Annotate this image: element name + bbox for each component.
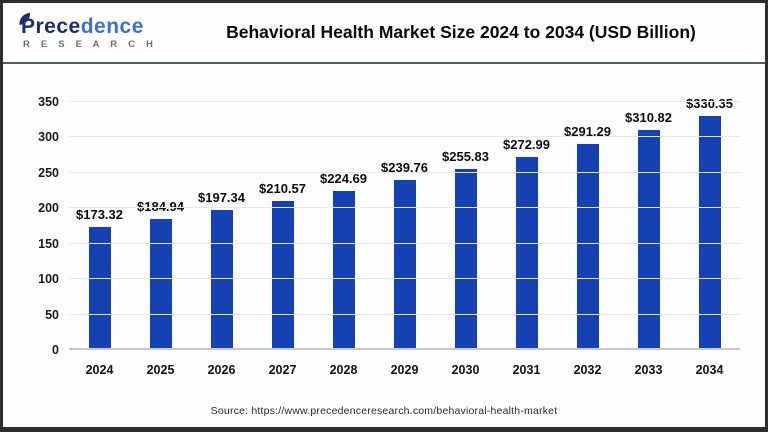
bar-2030 [454, 168, 477, 350]
y-tick-label: 350 [38, 95, 59, 109]
x-axis-line [69, 348, 740, 350]
y-tick-label: 0 [52, 343, 59, 357]
bar-value-label: $310.82 [625, 109, 672, 125]
bar-2028 [332, 190, 355, 350]
logo-text-prece: Prece [21, 14, 81, 38]
bar-value-label: $330.35 [686, 95, 733, 111]
y-tick-label: 50 [45, 307, 59, 322]
y-tick-label: 200 [38, 201, 59, 216]
x-tick-label: 2032 [573, 363, 602, 377]
bar-value-label: $272.99 [503, 136, 550, 152]
header: Precedence R E S E A R C H Behavioral He… [3, 3, 765, 62]
bar-column-2024: $173.32 [69, 64, 130, 350]
bar-value-label: $291.29 [564, 123, 611, 139]
gridline [69, 171, 740, 173]
source-text: Source: https://www.precedenceresearch.c… [210, 405, 558, 417]
bar-2034 [698, 115, 721, 350]
bar-column-2028: $224.69 [313, 64, 374, 350]
x-tick-label: 2026 [207, 363, 236, 377]
x-tick-label: 2031 [512, 363, 541, 377]
precedence-research-logo: Precedence R E S E A R C H [3, 12, 171, 50]
y-tick-label: 300 [38, 130, 59, 145]
plot-area: $173.32 $184.94 $197.34 $210.57 $224.69 $239.… [38, 95, 740, 377]
bar-2027 [271, 200, 294, 350]
bar-column-2033: $310.82 [618, 64, 679, 350]
bar-2025 [149, 218, 172, 350]
bar-column-2034: $330.35 [679, 64, 740, 350]
x-axis-labels: 2024 2025 2026 2027 2028 2029 2030 2031 2032 2033… [69, 363, 740, 377]
bar-2033 [637, 129, 660, 350]
logo-research-label: R E S E A R C H [23, 38, 158, 50]
x-tick-label: 2025 [146, 363, 175, 377]
x-tick-label: 2034 [695, 363, 724, 377]
bar-2031 [515, 156, 538, 350]
x-tick-label: 2033 [634, 363, 663, 377]
y-tick-label: 100 [38, 272, 59, 287]
x-tick-label: 2029 [390, 363, 419, 377]
logo-wordmark: Precedence [19, 12, 171, 38]
bar-value-label: $210.57 [259, 180, 306, 196]
bar-column-2026: $197.34 [191, 64, 252, 350]
bar-column-2032: $291.29 [557, 64, 618, 350]
bar-2024 [88, 227, 111, 350]
x-tick-label: 2024 [85, 363, 114, 377]
bar-column-2025: $184.94 [130, 64, 191, 350]
bar-2029 [393, 180, 416, 350]
bar-value-label: $239.76 [381, 160, 428, 176]
logo-text-dence: dence [80, 14, 144, 38]
bar-column-2030: $255.83 [435, 64, 496, 350]
bar-2032 [576, 143, 599, 350]
bar-value-label: $184.94 [137, 198, 184, 214]
gridline [69, 136, 740, 138]
bar-value-label: $255.83 [442, 148, 489, 164]
x-tick-label: 2028 [329, 363, 358, 377]
bar-value-label: $197.34 [198, 190, 245, 206]
gridline [69, 101, 740, 102]
chart-area: $173.32 $184.94 $197.34 $210.57 $224.69 $239.… [3, 64, 765, 387]
footer: Source: https://www.precedenceresearch.c… [3, 401, 765, 419]
gridline [69, 278, 740, 280]
gridline [69, 313, 740, 315]
y-tick-label: 250 [38, 165, 59, 180]
y-tick-label: 150 [38, 236, 59, 251]
bar-2026 [210, 210, 233, 350]
leaf-icon [18, 9, 31, 30]
bar-column-2031: $272.99 [496, 64, 557, 350]
gridline [69, 242, 740, 244]
x-tick-label: 2027 [268, 363, 297, 377]
chart-title: Behavioral Health Market Size 2024 to 20… [226, 22, 696, 42]
x-tick-label: 2030 [451, 363, 480, 377]
bar-value-label: $173.32 [76, 207, 123, 223]
gridline [69, 207, 740, 209]
bar-value-label: $224.69 [320, 170, 367, 186]
bar-column-2027: $210.57 [252, 64, 313, 350]
bars-row: $173.32 $184.94 $197.34 $210.57 $224.69 $239.… [69, 64, 740, 350]
bar-column-2029: $239.76 [374, 64, 435, 350]
header-divider [3, 62, 765, 64]
